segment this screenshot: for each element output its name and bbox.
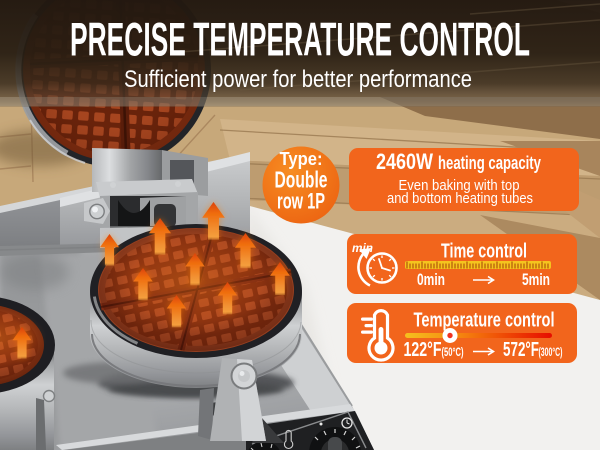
svg-text:min: min: [352, 241, 373, 255]
svg-text:Time control: Time control: [441, 241, 527, 263]
svg-text:Even baking with top: Even baking with top: [399, 177, 520, 194]
svg-text:Sufficient power for better pe: Sufficient power for better performance: [124, 66, 472, 93]
svg-text:(300°C): (300°C): [539, 347, 563, 359]
svg-text:Double: Double: [275, 167, 328, 193]
svg-text:(50°C): (50°C): [442, 347, 464, 359]
svg-text:Type:: Type:: [280, 149, 323, 169]
svg-text:Temperature control: Temperature control: [414, 310, 555, 332]
svg-text:122°F: 122°F: [404, 339, 442, 361]
svg-text:and bottom heating tubes: and bottom heating tubes: [387, 190, 533, 207]
svg-text:572°F: 572°F: [503, 339, 539, 361]
svg-text:row 1P: row 1P: [277, 189, 325, 214]
svg-text:0min: 0min: [417, 270, 445, 289]
svg-text:2460W: 2460W: [376, 149, 433, 174]
svg-text:heating capacity: heating capacity: [438, 152, 542, 173]
svg-text:PRECISE TEMPERATURE CONTROL: PRECISE TEMPERATURE CONTROL: [70, 14, 530, 67]
svg-text:5min: 5min: [522, 270, 550, 289]
